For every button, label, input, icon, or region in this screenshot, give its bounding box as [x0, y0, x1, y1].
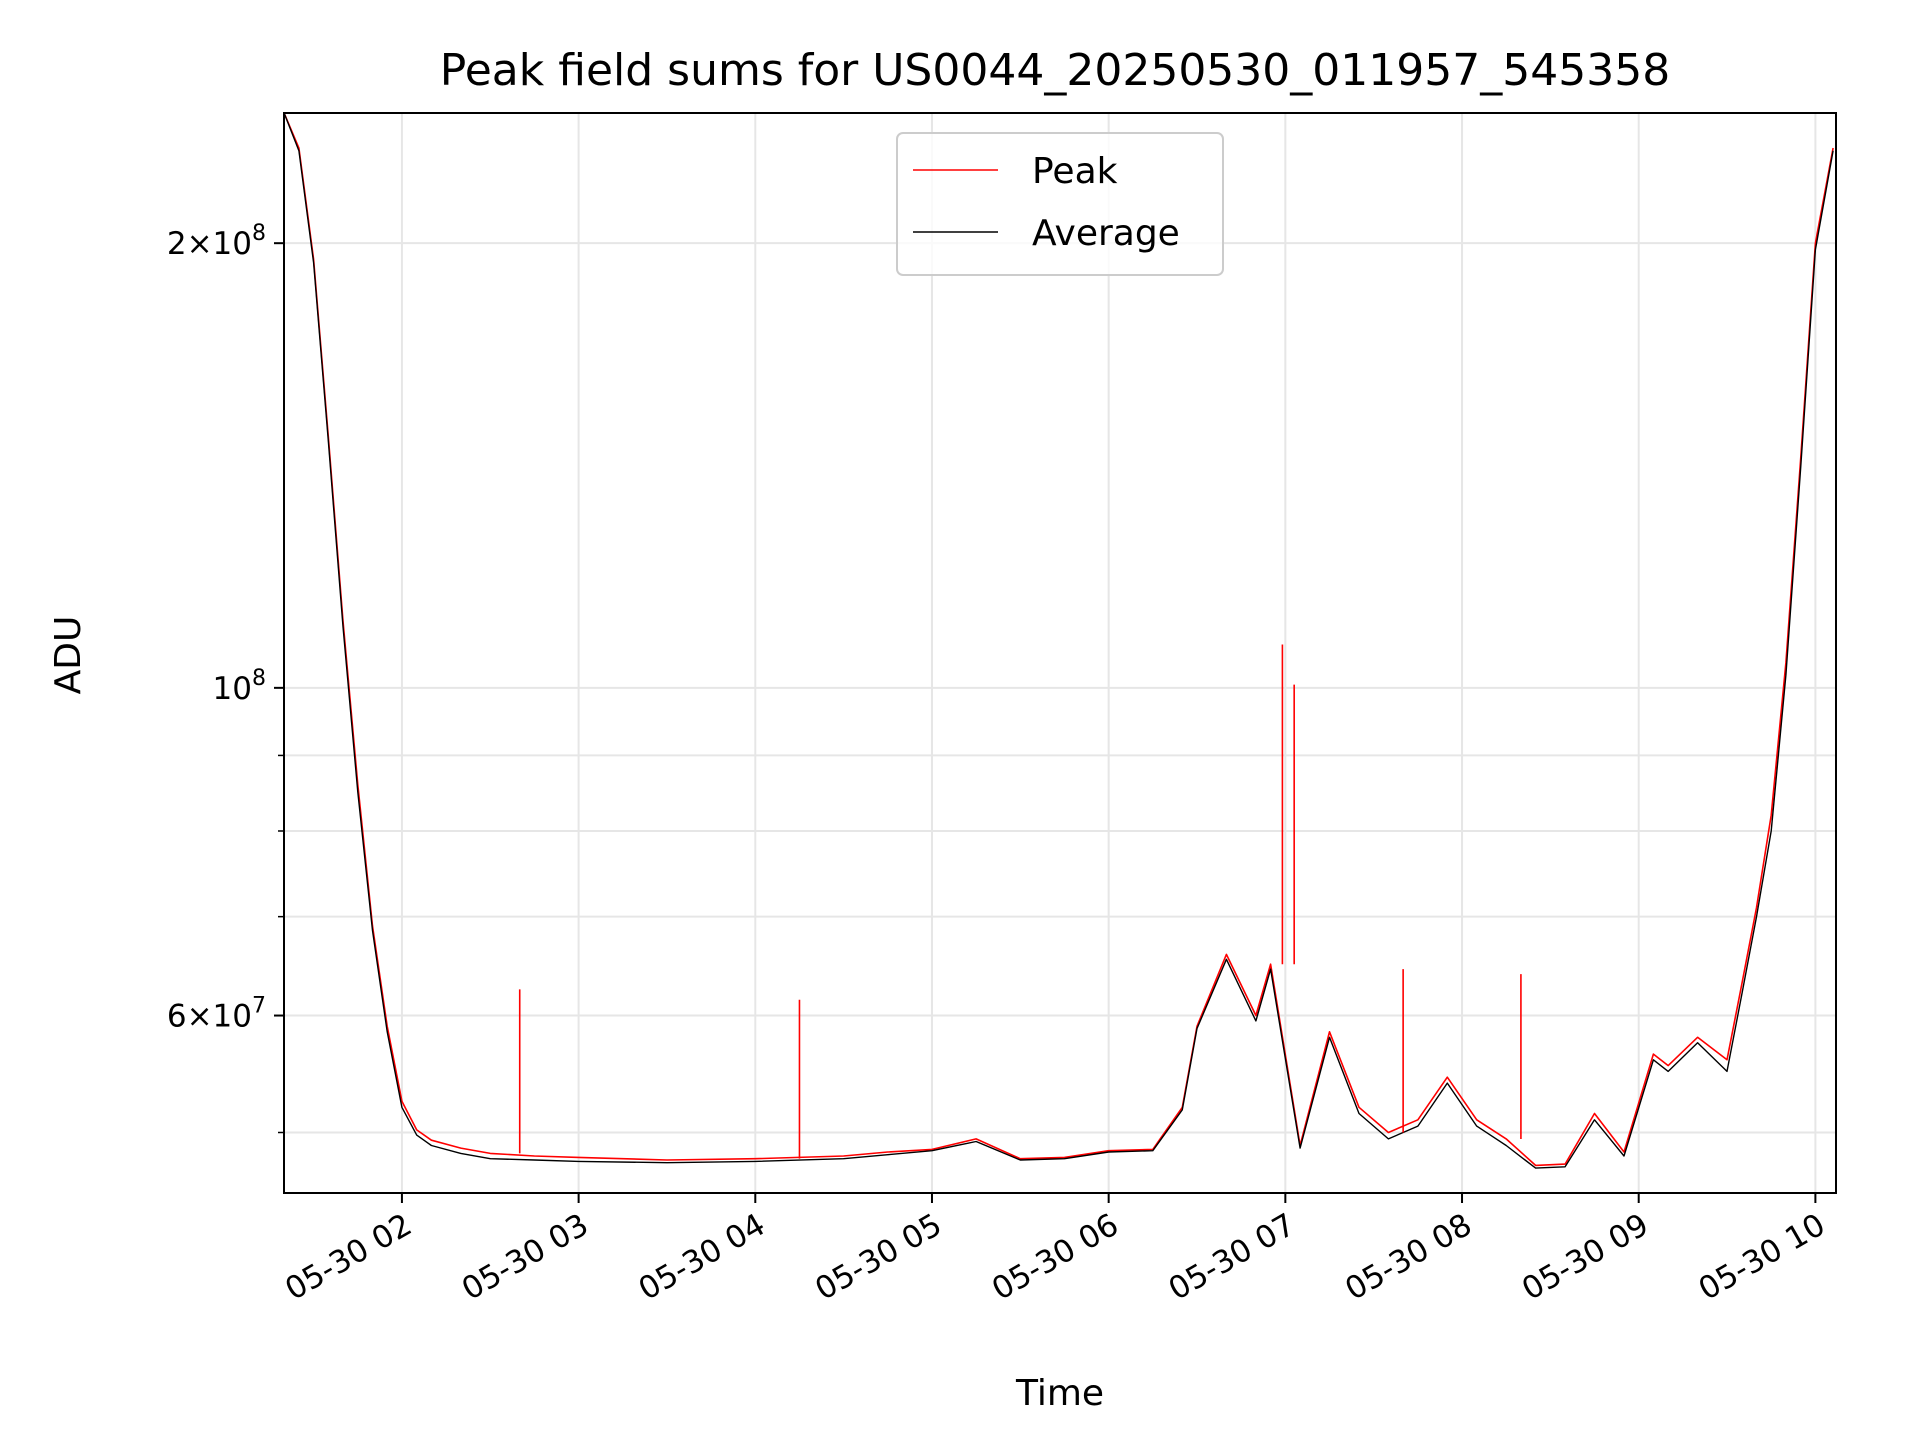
series-line-peak [283, 112, 1834, 1167]
y-tick-label: 108 [213, 666, 266, 707]
series-lines [283, 112, 1834, 1169]
chart-title: Peak field sums for US0044_20250530_0119… [440, 45, 1670, 96]
plot-frame [283, 112, 1837, 1194]
legend-label-average: Average [1032, 213, 1180, 254]
y-axis-ticks: 2×108 108 6×107 [167, 221, 284, 1134]
legend: Peak Average [896, 132, 1224, 276]
legend-label-peak: Peak [1032, 151, 1118, 192]
y-tick-label: 6×107 [167, 994, 266, 1035]
y-axis-label: ADU [48, 616, 89, 695]
series-line-average [283, 112, 1834, 1169]
legend-box [896, 132, 1224, 276]
y-tick-label: 2×108 [167, 221, 266, 262]
x-axis-label: Time [1015, 1373, 1104, 1414]
series-spikes [518, 644, 1522, 1159]
